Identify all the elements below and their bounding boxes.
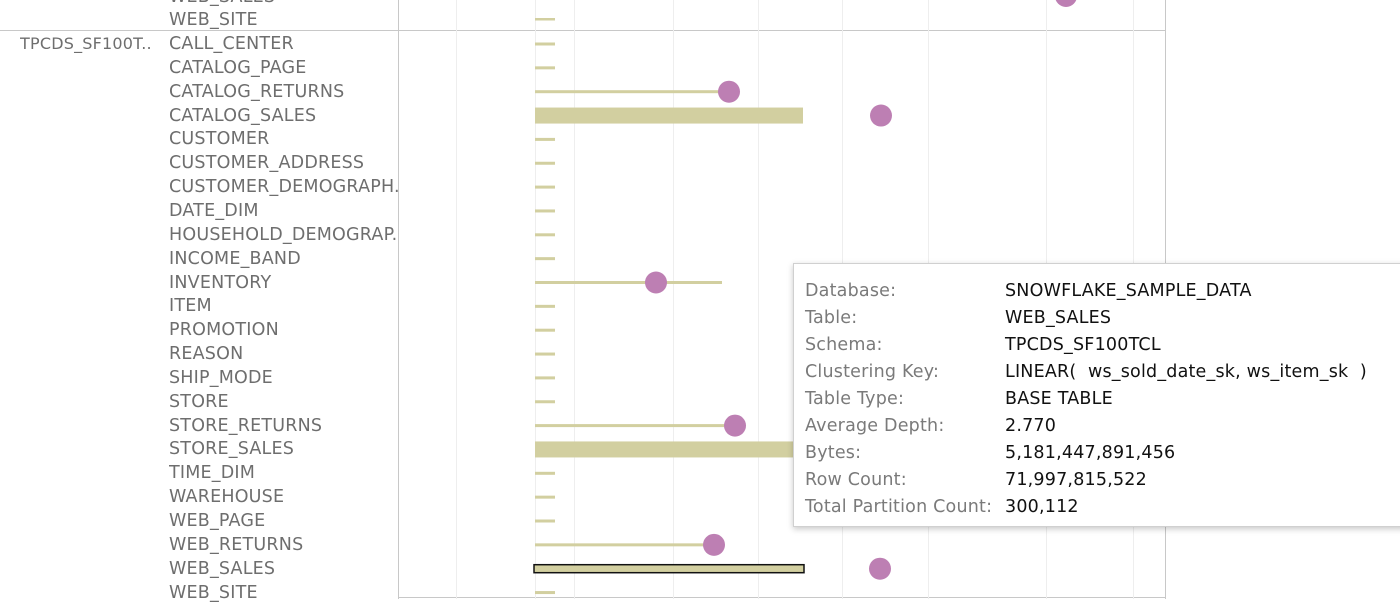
row-label-store-returns[interactable]: STORE_RETURNS <box>169 415 323 436</box>
range-line[interactable] <box>535 424 735 428</box>
tooltip-value: 5,181,447,891,456 <box>1005 442 1176 463</box>
schema-group-divider <box>0 30 1166 31</box>
tooltip-row-schema: Schema: TPCDS_SF100TCL <box>805 331 1400 358</box>
tooltip-row-table: Table: WEB_SALES <box>805 304 1400 331</box>
row-label-item[interactable]: ITEM <box>169 296 212 317</box>
tooltip-value: TPCDS_SF100TCL <box>1005 334 1161 355</box>
tooltip-row-average-depth: Average Depth: 2.770 <box>805 412 1400 439</box>
dash-mark[interactable] <box>535 304 555 308</box>
partition-bar[interactable] <box>535 107 803 124</box>
row-label-promotion[interactable]: PROMOTION <box>169 320 279 341</box>
range-line[interactable] <box>535 90 729 94</box>
tooltip-key: Table: <box>805 307 858 328</box>
depth-dot[interactable] <box>1055 0 1077 7</box>
tooltip-value: LINEAR( ws_sold_date_sk, ws_item_sk ) <box>1005 361 1367 382</box>
row-label-web-page[interactable]: WEB_PAGE <box>169 511 266 531</box>
tooltip-row-clustering-key: Clustering Key: LINEAR( ws_sold_date_sk, … <box>805 358 1400 385</box>
tooltip-key: Average Depth: <box>805 415 945 436</box>
row-label-customer-demograph[interactable]: CUSTOMER_DEMOGRAPH.. <box>169 177 399 198</box>
gridline <box>574 0 575 599</box>
tooltip-key: Row Count: <box>805 469 907 490</box>
pane-bottom-border <box>398 597 1166 598</box>
tooltip-value: 300,112 <box>1005 496 1079 517</box>
depth-dot[interactable] <box>869 557 891 580</box>
tooltip-row-bytes: Bytes: 5,181,447,891,456 <box>805 439 1400 466</box>
gridline <box>758 0 759 599</box>
depth-dot[interactable] <box>718 80 740 103</box>
row-label-web-site[interactable]: WEB_SITE <box>169 582 258 603</box>
tooltip-key: Total Partition Count: <box>805 496 993 517</box>
tooltip-key: Table Type: <box>805 388 905 409</box>
row-label-store-sales[interactable]: STORE_SALES <box>169 439 295 460</box>
dash-mark[interactable] <box>535 137 555 141</box>
tooltip-row-table-type: Table Type: BASE TABLE <box>805 385 1400 412</box>
dash-mark[interactable] <box>535 495 555 499</box>
depth-dot[interactable] <box>645 271 667 294</box>
gridline <box>535 0 536 599</box>
tooltip-value: SNOWFLAKE_SAMPLE_DATA <box>1005 280 1252 301</box>
tooltip: Database: SNOWFLAKE_SAMPLE_DATA Table: WEB… <box>793 263 1400 527</box>
dash-mark[interactable] <box>535 591 555 595</box>
row-label-store[interactable]: STORE <box>169 391 229 412</box>
tooltip-value: BASE TABLE <box>1005 388 1113 409</box>
row-label-web-sales-partial[interactable]: WEB_SALES <box>169 0 399 8</box>
tooltip-row-row-count: Row Count: 71,997,815,522 <box>805 466 1400 493</box>
schema-label[interactable]: TPCDS_SF100T.. <box>20 34 152 53</box>
tooltip-key: Clustering Key: <box>805 361 940 382</box>
row-label-date-dim[interactable]: DATE_DIM <box>169 200 259 221</box>
dash-mark[interactable] <box>535 519 555 523</box>
row-label-web-returns[interactable]: WEB_RETURNS <box>169 534 304 555</box>
dash-mark[interactable] <box>535 18 555 21</box>
tooltip-key: Database: <box>805 280 897 301</box>
dash-mark[interactable] <box>535 257 555 261</box>
dash-mark[interactable] <box>535 471 555 475</box>
row-label-household-demograp[interactable]: HOUSEHOLD_DEMOGRAP.. <box>169 224 399 245</box>
row-label-warehouse[interactable]: WAREHOUSE <box>169 487 285 508</box>
row-label-ship-mode[interactable]: SHIP_MODE <box>169 367 273 388</box>
dash-mark[interactable] <box>535 328 555 332</box>
depth-dot[interactable] <box>703 533 725 556</box>
row-label-customer[interactable]: CUSTOMER <box>169 129 270 150</box>
row-label-reason[interactable]: REASON <box>169 344 244 365</box>
range-line[interactable] <box>535 281 722 284</box>
depth-dot[interactable] <box>724 414 746 437</box>
tooltip-row-database: Database: SNOWFLAKE_SAMPLE_DATA <box>805 277 1400 304</box>
row-label-call-center[interactable]: CALL_CENTER <box>169 34 294 54</box>
tooltip-key: Schema: <box>805 334 883 355</box>
tooltip-value: WEB_SALES <box>1005 307 1112 328</box>
row-label-time-dim[interactable]: TIME_DIM <box>169 463 256 484</box>
dash-mark[interactable] <box>535 42 555 46</box>
row-label-catalog-page[interactable]: CATALOG_PAGE <box>169 57 307 78</box>
dash-mark[interactable] <box>535 161 555 165</box>
row-label-web-sales[interactable]: WEB_SALES <box>169 558 276 579</box>
dash-mark[interactable] <box>535 233 555 237</box>
gridline <box>456 0 457 599</box>
dash-mark[interactable] <box>535 209 555 213</box>
tooltip-row-partition-count: Total Partition Count: 300,112 <box>805 493 1400 520</box>
row-label-inventory[interactable]: INVENTORY <box>169 272 272 293</box>
partition-bar[interactable] <box>535 441 800 458</box>
dash-mark[interactable] <box>535 352 555 356</box>
row-label-customer-address[interactable]: CUSTOMER_ADDRESS <box>169 153 365 174</box>
tooltip-value: 71,997,815,522 <box>1005 469 1147 490</box>
range-line[interactable] <box>535 543 714 547</box>
row-label-income-band[interactable]: INCOME_BAND <box>169 248 301 269</box>
dash-mark[interactable] <box>535 400 555 404</box>
dash-mark[interactable] <box>535 66 555 70</box>
row-label-catalog-sales[interactable]: CATALOG_SALES <box>169 105 317 126</box>
partition-bar-selected[interactable] <box>533 563 805 574</box>
row-header-divider <box>398 0 399 599</box>
dash-mark[interactable] <box>535 185 555 189</box>
tooltip-value: 2.770 <box>1005 415 1057 436</box>
row-label-catalog-returns[interactable]: CATALOG_RETURNS <box>169 81 345 102</box>
depth-dot[interactable] <box>870 104 892 127</box>
row-label-web-site-partial[interactable]: WEB_SITE <box>169 10 258 30</box>
tooltip-key: Bytes: <box>805 442 862 463</box>
dash-mark[interactable] <box>535 376 555 380</box>
gridline <box>673 0 674 599</box>
